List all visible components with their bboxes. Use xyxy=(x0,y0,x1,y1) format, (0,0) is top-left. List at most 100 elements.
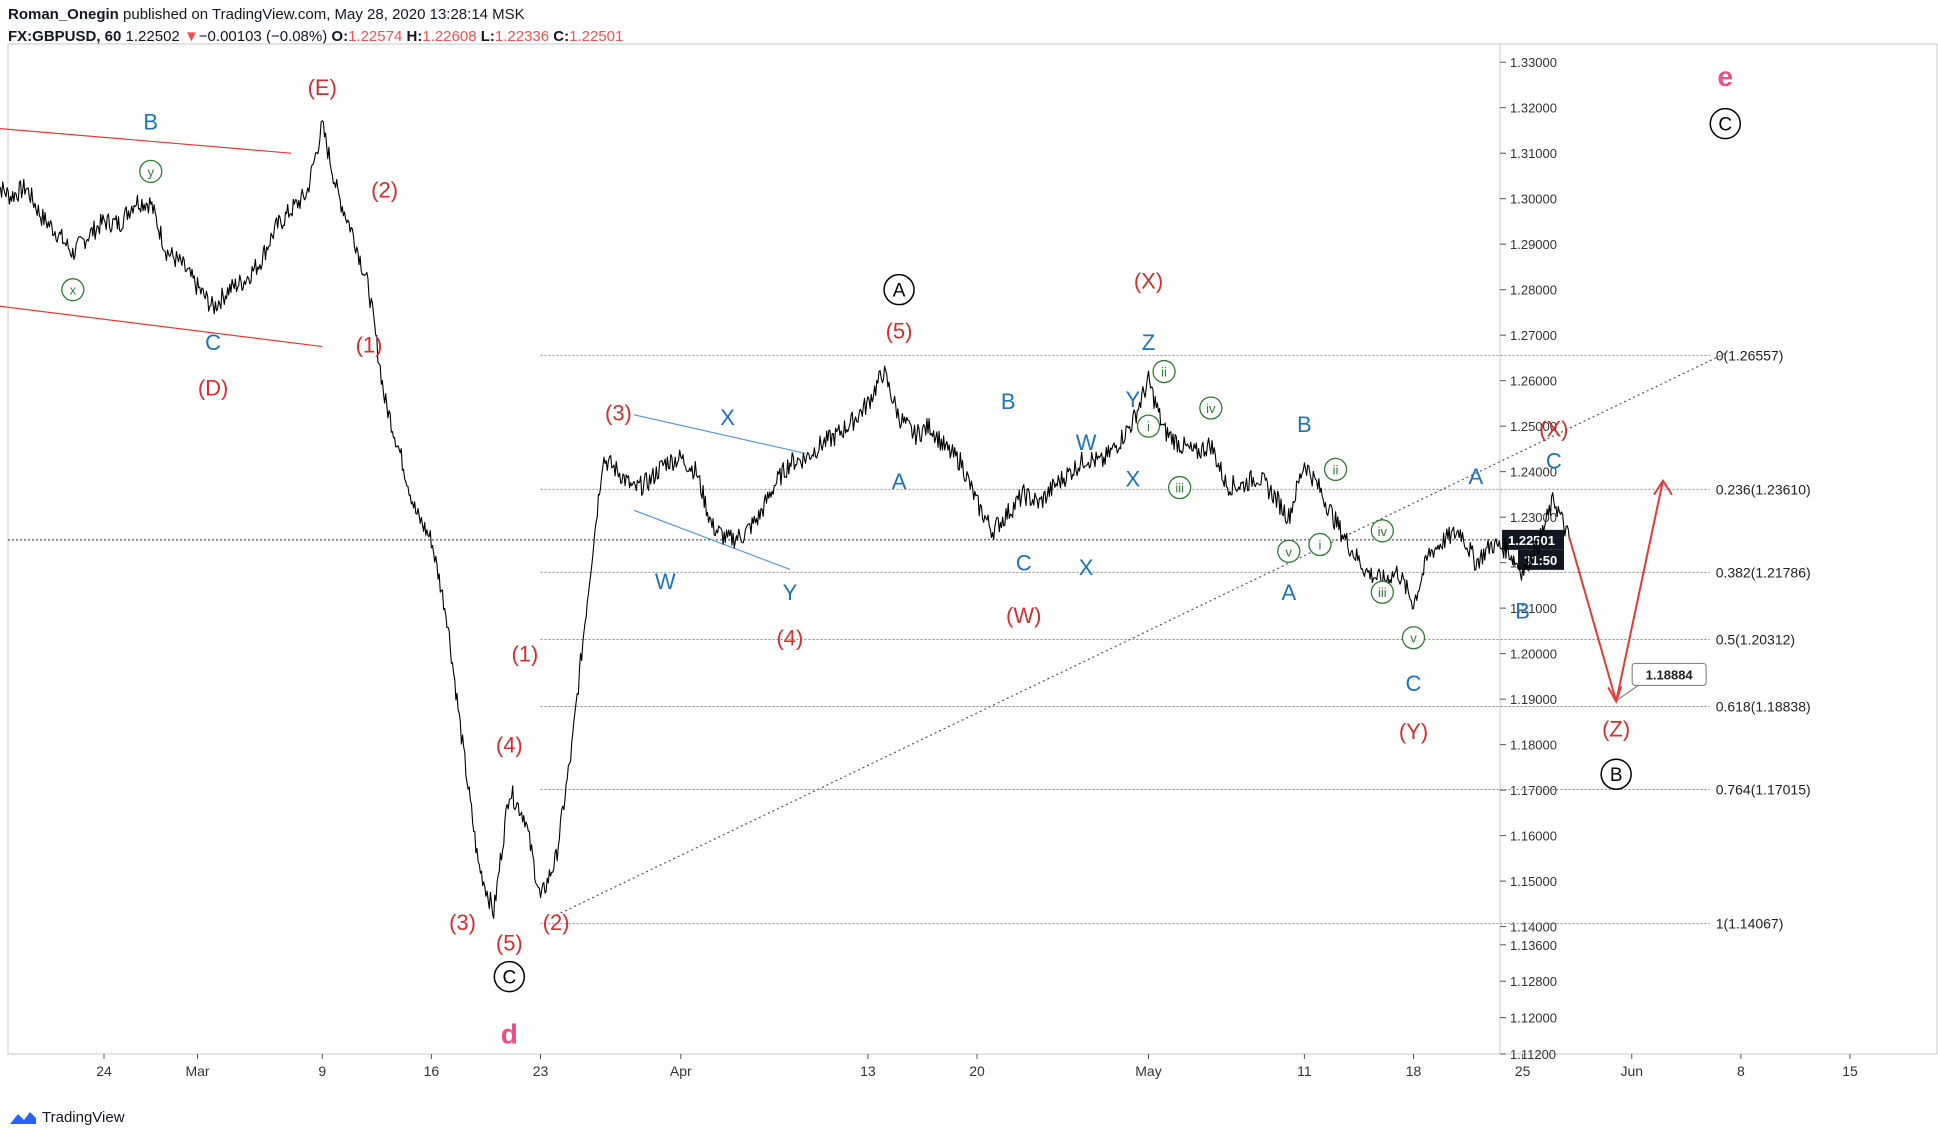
wave-label-circle xyxy=(1199,396,1223,420)
wave-label-circle xyxy=(1277,539,1301,563)
wave-label: (5) xyxy=(496,931,523,956)
wave-label: iii xyxy=(1175,481,1184,496)
wave-label-circle xyxy=(1600,758,1632,790)
fib-level-label: 0.5(1.20312) xyxy=(1716,631,1795,647)
wave-label: v xyxy=(1286,544,1293,559)
publish-line: Roman_Onegin published on TradingView.co… xyxy=(8,6,525,26)
y-tick-label: 1.18000 xyxy=(1510,738,1557,753)
author-name[interactable]: Roman_Onegin xyxy=(8,6,119,23)
x-tick-label: 8 xyxy=(1737,1063,1745,1079)
wave-label: A xyxy=(1281,580,1296,605)
x-tick-label: 15 xyxy=(1842,1063,1858,1079)
wave-label: (3) xyxy=(605,401,632,426)
target-callout-pointer xyxy=(1617,685,1639,700)
y-tick-label: 1.27000 xyxy=(1510,328,1557,343)
x-tick-label: May xyxy=(1135,1063,1161,1079)
wave-label: Z xyxy=(1142,330,1155,355)
channel-line-blue xyxy=(633,509,791,571)
y-tick-label: 1.19000 xyxy=(1510,692,1557,707)
wave-label: B xyxy=(1001,389,1016,414)
wave-label: C xyxy=(1546,448,1562,473)
wave-label: y xyxy=(148,164,155,179)
x-tick-label: 25 xyxy=(1515,1063,1531,1079)
wave-label: (5) xyxy=(886,319,913,344)
close-label: C: xyxy=(553,28,570,45)
wave-label: X xyxy=(1126,466,1141,491)
price-series-line xyxy=(0,120,1570,919)
last-price-tag xyxy=(1502,529,1564,550)
channel-line-red xyxy=(0,305,323,348)
wave-label-circle xyxy=(1308,532,1332,557)
fib-level-label: 0.764(1.17015) xyxy=(1716,781,1811,797)
y-tick-label: 1.17000 xyxy=(1510,783,1557,798)
wave-label: B xyxy=(1610,765,1623,786)
high-label: H: xyxy=(406,28,423,45)
wave-label: B xyxy=(1515,598,1530,623)
wave-label: i xyxy=(1319,537,1322,552)
wave-label-circle xyxy=(1370,580,1394,604)
wave-label: B xyxy=(143,109,158,134)
wave-label-circle xyxy=(1152,359,1176,384)
countdown-tag-label: 31:50 xyxy=(1524,553,1557,568)
low-value: 1.22336 xyxy=(494,28,550,45)
wave-label: X xyxy=(1079,555,1094,580)
wave-label: Y xyxy=(1126,387,1141,412)
y-tick-label: 1.16000 xyxy=(1510,829,1557,844)
wave-label: ii xyxy=(1333,462,1339,477)
wave-label: C xyxy=(1016,551,1032,576)
high-value: 1.22608 xyxy=(422,28,477,45)
projection-tip-icon xyxy=(1607,686,1623,704)
channel-line-red xyxy=(0,127,292,154)
symbol-label[interactable]: FX:GBPUSD, 60 xyxy=(8,28,122,45)
wave-label: W xyxy=(1076,430,1097,455)
open-label: O: xyxy=(331,28,349,45)
x-tick-label: 13 xyxy=(860,1063,876,1079)
y-tick-label: 1.15000 xyxy=(1510,874,1557,889)
wave-label-circle xyxy=(61,278,85,302)
wave-label: (2) xyxy=(371,178,398,203)
wave-label: C xyxy=(1718,115,1732,136)
wave-label: C xyxy=(1406,671,1422,696)
wave-label: C xyxy=(502,968,516,989)
wave-label-circle xyxy=(1370,519,1394,543)
wave-label: v xyxy=(1410,631,1417,646)
y-tick-label: 1.24000 xyxy=(1510,465,1557,480)
y-tick-label: 1.30000 xyxy=(1510,192,1557,207)
wave-label-circle xyxy=(1401,626,1426,650)
wave-label: (2) xyxy=(543,910,570,935)
wave-label-circle xyxy=(1168,475,1192,500)
target-callout-box xyxy=(1631,662,1707,686)
y-tick-label: 1.29000 xyxy=(1510,237,1557,252)
x-tick-label: 20 xyxy=(969,1063,985,1079)
wave-label: A xyxy=(892,469,907,494)
wave-label: iv xyxy=(1378,524,1388,539)
wave-label: (X) xyxy=(1134,269,1163,294)
fib-level-label: 1(1.14067) xyxy=(1716,916,1784,932)
wave-label: (3) xyxy=(449,910,476,935)
footer-brand[interactable]: TradingView xyxy=(8,1106,208,1130)
fib-level-label: 0.618(1.18838) xyxy=(1716,699,1811,715)
x-tick-label: Jun xyxy=(1620,1063,1643,1079)
projection-arrow-icon xyxy=(1653,478,1673,496)
y-tick-label: 1.12000 xyxy=(1510,1011,1557,1026)
x-tick-label: 23 xyxy=(533,1063,549,1079)
wave-label: (Y) xyxy=(1399,719,1428,744)
wave-label: (E) xyxy=(308,75,337,100)
low-label: L: xyxy=(480,28,495,45)
wave-label: (4) xyxy=(496,733,523,758)
price-change: −0.00103 (−0.08%) xyxy=(198,28,328,45)
chart-header: Roman_Onegin published on TradingView.co… xyxy=(8,6,1308,50)
wave-label: x xyxy=(70,283,77,298)
wave-label: (1) xyxy=(511,642,538,667)
plot-border xyxy=(7,43,1501,1055)
ohlc-line: FX:GBPUSD, 60 1.22502 ▼−0.00103 (−0.08%)… xyxy=(8,28,623,48)
y-tick-label: 1.25000 xyxy=(1510,419,1557,434)
published-text: published on TradingView.com, May 28, 20… xyxy=(123,6,525,23)
wave-label: d xyxy=(501,1019,518,1050)
wave-label: A xyxy=(1469,464,1484,489)
y-tick-label: 1.33000 xyxy=(1510,55,1557,70)
wave-label: i xyxy=(1147,419,1150,434)
down-arrow-icon: ▼ xyxy=(183,28,199,45)
wave-label: (Z) xyxy=(1602,717,1630,742)
